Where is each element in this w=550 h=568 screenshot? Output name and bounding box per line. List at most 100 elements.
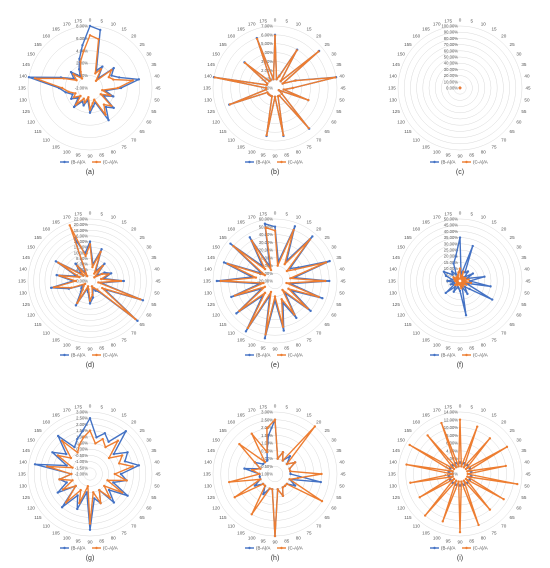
series-point [78,501,81,505]
angle-label: 50 [154,290,160,295]
angle-label: 80 [296,149,302,154]
angle-label: 75 [491,144,497,149]
legend-label: (C-A)/A [473,160,488,165]
series-point [122,279,126,283]
series-point [283,484,287,488]
angle-label: 15 [121,27,127,32]
angle-label: 155 [34,42,42,47]
angle-label: 60 [146,506,152,511]
angle-label: 15 [491,220,497,225]
series-point [458,289,462,293]
series-point [282,88,285,91]
series-point [96,288,99,291]
series-point [258,472,261,476]
tick-label: 2.00% [76,61,88,66]
grid-ring [83,467,97,481]
angle-label: 130 [389,290,397,295]
series-point [452,290,455,293]
angle-label: 65 [140,129,146,134]
series-point [99,28,102,32]
series-point [259,478,262,481]
series-point [476,425,479,428]
angle-label: 140 [389,74,397,79]
angle-label: 165 [237,27,245,32]
series-point [466,292,469,296]
grid-ring [441,262,479,300]
tick-label: -1.00% [260,472,274,477]
angle-label: 20 [501,419,507,424]
series-point [255,37,259,41]
angle-label: 45 [155,472,161,477]
angle-label: 45 [525,279,531,284]
series-point [88,528,92,531]
series-point [250,468,254,472]
angle-label: 35 [151,62,157,67]
grid-ring [44,235,136,327]
angle-label: 50 [154,483,160,488]
grid-ring [27,218,153,344]
series-point [90,285,94,288]
angle-label: 55 [151,109,157,114]
series-point [229,242,232,245]
grid-ring [239,52,311,124]
angle-label: 100 [433,535,441,540]
angle-label: 80 [111,535,117,540]
series-point [263,460,267,464]
grid-ring [421,435,499,513]
panel-label: (b) [271,169,280,176]
series-point [88,302,92,305]
angle-label: 165 [422,413,430,418]
angle-label: 50 [339,97,345,102]
angle-label: 155 [219,235,227,240]
series-point [87,288,90,291]
series-point [125,479,128,482]
angle-label: 100 [248,535,256,540]
grid-ring [40,38,140,138]
series-point [112,481,115,484]
angle-label: 65 [325,515,331,520]
series-point [289,277,292,280]
angle-label: 145 [22,62,30,67]
angle-label: 80 [481,342,487,347]
legend-label: (C-A)/A [288,546,303,551]
angle-label: 30 [331,52,337,57]
series-point [285,482,289,486]
series-point [280,298,283,301]
angle-label: 10 [481,215,487,220]
series-point [285,462,289,466]
tick-label: 10.00% [444,79,458,84]
series-point [464,467,468,471]
series-point [88,108,92,111]
series-point [263,291,267,295]
angle-label: 130 [19,97,27,102]
angle-label: 70 [316,524,322,529]
series-point [253,461,257,464]
series-point [276,264,279,267]
series-point [243,61,247,65]
series-point [71,466,74,469]
angle-label: 40 [524,74,530,79]
series-point [461,276,465,279]
angle-label: 15 [491,27,497,32]
series-point [88,240,92,243]
series-point [65,481,68,484]
angle-label: 130 [389,97,397,102]
grid-ring [441,69,479,107]
series-point [276,457,279,460]
series-point [79,70,82,74]
angle-label: 35 [521,255,527,260]
angle-label: 150 [27,52,35,57]
radar-panel-1: -2.00% 0.00% 2.00% 4.00% 6.00% 8.00%0 5 10 15 202… [18,18,161,177]
series-point [82,97,86,100]
series-point [103,271,106,274]
angle-label: 10 [481,22,487,27]
series-point [441,520,444,523]
series-point [263,273,267,277]
panel-label: (e) [271,362,280,369]
angle-label: 175 [74,19,82,24]
series-point [263,484,267,488]
series-point [67,90,70,93]
angle-label: 145 [392,255,400,260]
angle-label: 5 [101,212,104,217]
series-point [293,268,297,271]
